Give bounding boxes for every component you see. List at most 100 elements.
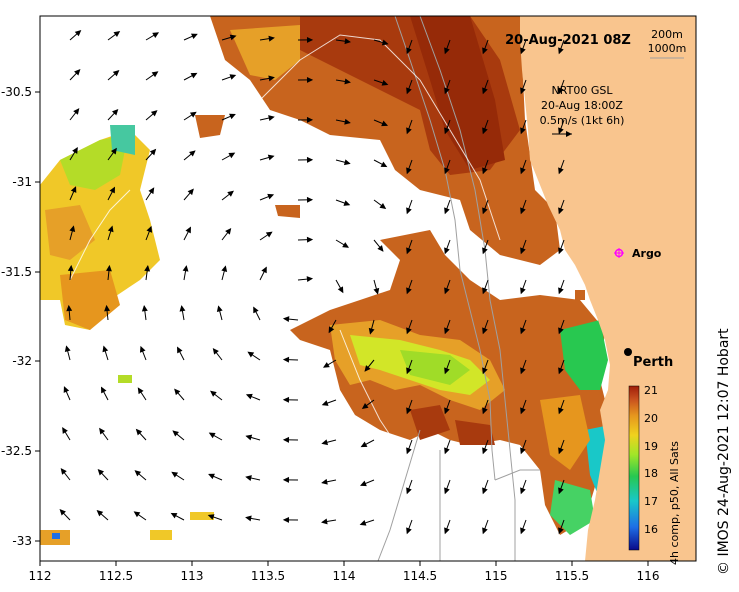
current-arrowhead bbox=[306, 76, 314, 83]
current-arrowhead bbox=[152, 32, 160, 38]
colorbar-tick: 19 bbox=[644, 440, 658, 453]
current-arrowhead bbox=[321, 400, 329, 406]
current-arrowhead bbox=[111, 108, 119, 116]
current-arrowhead bbox=[253, 306, 259, 314]
y-tick-label: -30.5 bbox=[1, 85, 32, 99]
current-arrowhead bbox=[63, 386, 70, 393]
current-arrowhead bbox=[337, 286, 344, 294]
y-tick-label: -32.5 bbox=[1, 444, 32, 458]
current-arrowhead bbox=[343, 159, 351, 166]
current-arrowhead bbox=[482, 247, 488, 255]
argo-marker[interactable]: Argo bbox=[614, 247, 662, 260]
current-scale-label: 0.5m/s (1kt 6h) bbox=[540, 114, 625, 127]
current-arrowhead bbox=[96, 510, 104, 517]
current-arrowhead bbox=[212, 347, 219, 355]
current-arrowhead bbox=[171, 471, 179, 478]
current-arrowhead bbox=[482, 287, 488, 295]
perth-marker[interactable]: Perth bbox=[624, 348, 673, 370]
sst-layer bbox=[40, 16, 615, 545]
bathymetry-contours bbox=[377, 16, 540, 561]
current-arrowhead bbox=[406, 287, 412, 295]
current-arrowhead bbox=[482, 207, 488, 215]
current-arrowhead bbox=[245, 434, 253, 441]
current-arrowhead bbox=[520, 287, 526, 295]
current-arrowhead bbox=[558, 287, 564, 295]
date-title: 20-Aug-2021 08Z bbox=[505, 33, 631, 48]
current-arrowhead bbox=[364, 365, 371, 372]
current-arrowhead bbox=[208, 473, 215, 480]
current-arrowhead bbox=[380, 161, 388, 168]
current-arrowhead bbox=[406, 87, 412, 95]
x-tick-label: 112 bbox=[29, 569, 52, 583]
current-arrowhead bbox=[406, 487, 412, 495]
colorbar-ticks: 21 20 19 18 17 16 bbox=[644, 384, 658, 536]
current-arrowhead bbox=[245, 393, 253, 400]
current-arrowhead bbox=[520, 127, 526, 135]
current-arrowhead bbox=[381, 39, 389, 46]
current-arrowhead bbox=[225, 227, 232, 235]
current-arrowhead bbox=[558, 47, 564, 55]
current-arrowhead bbox=[139, 345, 146, 353]
current-arrowhead bbox=[187, 188, 194, 196]
current-arrowhead bbox=[520, 47, 526, 55]
current-arrowhead bbox=[482, 167, 488, 175]
current-arrowhead bbox=[328, 326, 335, 334]
current-arrowhead bbox=[444, 527, 450, 535]
current-arrowhead bbox=[520, 207, 526, 215]
current-arrowhead bbox=[482, 87, 488, 95]
current-arrowhead bbox=[135, 428, 143, 436]
current-arrowhead bbox=[558, 407, 564, 415]
current-arrowhead bbox=[558, 247, 564, 255]
current-arrowhead bbox=[189, 111, 197, 118]
current-arrowhead bbox=[179, 305, 186, 312]
current-arrowhead bbox=[268, 75, 275, 82]
current-arrowhead bbox=[321, 478, 328, 485]
current-arrowhead bbox=[267, 154, 275, 161]
current-arrowhead bbox=[268, 35, 275, 42]
current-arrowhead bbox=[64, 345, 71, 353]
white-contours bbox=[69, 34, 501, 451]
current-arrowhead bbox=[245, 475, 252, 481]
depth-legend-1000m: 1000m bbox=[648, 42, 687, 55]
current-arrowhead bbox=[228, 152, 236, 159]
current-arrowhead bbox=[306, 196, 314, 203]
x-tick-label: 112.5 bbox=[99, 569, 133, 583]
current-arrowhead bbox=[444, 247, 450, 255]
current-arrowhead bbox=[406, 207, 412, 215]
current-arrowhead bbox=[229, 113, 236, 120]
current-arrowhead bbox=[189, 150, 196, 157]
current-arrowhead bbox=[558, 127, 564, 135]
current-arrowhead bbox=[482, 447, 488, 455]
current-arrowhead bbox=[377, 245, 384, 252]
current-arrowhead bbox=[406, 47, 412, 55]
current-arrowhead bbox=[520, 447, 526, 455]
current-arrowhead bbox=[482, 47, 488, 55]
current-arrowhead bbox=[406, 327, 412, 335]
current-arrowhead bbox=[134, 470, 142, 477]
current-arrowhead bbox=[482, 407, 488, 415]
current-arrowhead bbox=[373, 287, 380, 295]
current-arrowhead bbox=[306, 236, 314, 243]
current-arrowhead bbox=[74, 69, 81, 76]
current-arrowhead bbox=[73, 108, 80, 115]
current-arrowhead bbox=[520, 407, 526, 415]
plot-frame bbox=[39, 15, 697, 562]
current-arrowhead bbox=[177, 346, 183, 354]
current-arrowhead bbox=[267, 193, 275, 200]
current-arrowhead bbox=[368, 327, 375, 335]
current-arrowhead bbox=[444, 487, 450, 495]
current-arrowhead bbox=[66, 304, 73, 312]
current-vectors bbox=[59, 29, 565, 535]
current-arrowhead bbox=[444, 287, 450, 295]
current-arrowhead bbox=[444, 167, 450, 175]
current-arrowhead bbox=[151, 71, 159, 78]
current-arrowhead bbox=[520, 87, 526, 95]
current-arrowhead bbox=[321, 439, 329, 446]
current-arrowhead bbox=[306, 156, 314, 163]
current-arrowhead bbox=[444, 87, 450, 95]
current-arrowhead bbox=[444, 327, 450, 335]
current-arrowhead bbox=[520, 367, 526, 375]
colorbar-tick: 16 bbox=[644, 523, 658, 536]
current-arrowhead bbox=[406, 447, 412, 455]
